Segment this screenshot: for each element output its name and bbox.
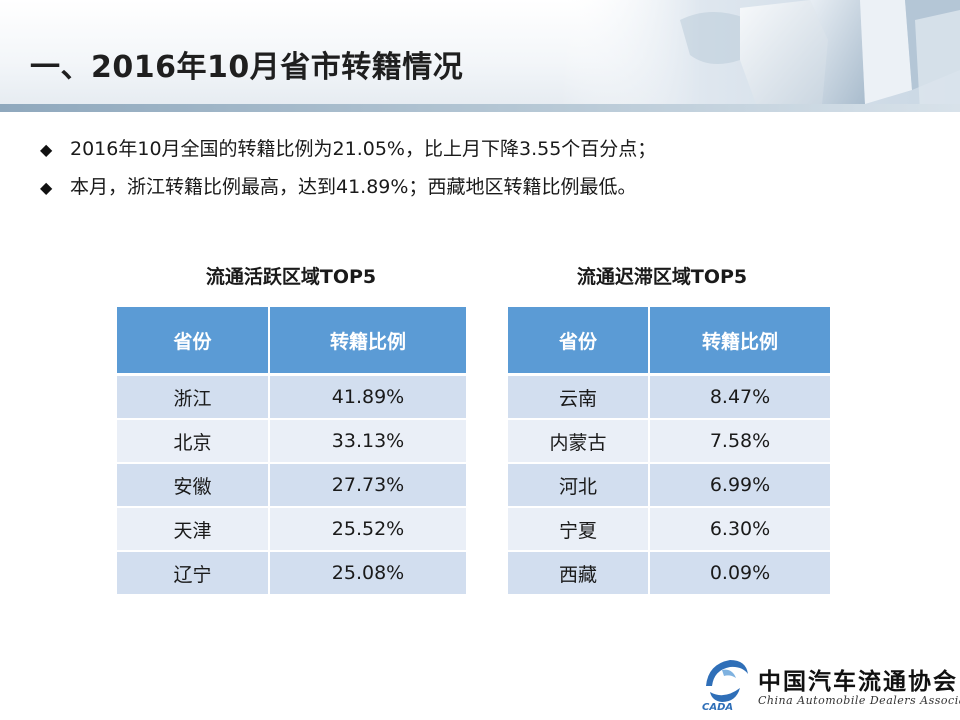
column-header-ratio: 转籍比例 <box>649 307 830 376</box>
table-row: 辽宁 25.08% <box>117 551 466 596</box>
ratio-cell: 41.89% <box>269 374 466 420</box>
ratio-cell: 25.08% <box>269 551 466 596</box>
table-row: 西藏 0.09% <box>508 551 830 596</box>
province-cell: 西藏 <box>508 551 650 596</box>
table-row: 河北 6.99% <box>508 463 830 508</box>
ratio-cell: 6.30% <box>649 507 830 552</box>
province-cell: 北京 <box>117 419 270 464</box>
stagnant-regions-table: 省份 转籍比例 云南 8.47% 内蒙古 7.58% 河北 6.99% 宁夏 6.30%… <box>508 307 830 596</box>
table-row: 天津 25.52% <box>117 507 466 552</box>
column-header-ratio: 转籍比例 <box>269 307 466 376</box>
ratio-cell: 27.73% <box>269 463 466 508</box>
slide-header: 一、2016年10月省市转籍情况 <box>0 0 960 112</box>
province-cell: 内蒙古 <box>508 419 650 464</box>
province-cell: 河北 <box>508 463 650 508</box>
bullet-text: 2016年10月全国的转籍比例为21.05%，比上月下降3.55个百分点； <box>70 138 657 160</box>
cada-emblem-icon: CADA <box>702 660 748 712</box>
province-cell: 安徽 <box>117 463 270 508</box>
table-row: 安徽 27.73% <box>117 463 466 508</box>
logo-abbr: CADA <box>702 702 733 712</box>
summary-bullets: ◆ 2016年10月全国的转籍比例为21.05%，比上月下降3.55个百分点； ◆… <box>40 130 656 206</box>
header-divider <box>0 104 960 112</box>
table-row: 内蒙古 7.58% <box>508 419 830 464</box>
bullet-text: 本月，浙江转籍比例最高，达到41.89%；西藏地区转籍比例最低。 <box>70 176 637 198</box>
province-cell: 辽宁 <box>117 551 270 596</box>
logo-name-en: China Automobile Dealers Association <box>758 694 960 707</box>
diamond-bullet-icon: ◆ <box>40 178 53 197</box>
ratio-cell: 0.09% <box>649 551 830 596</box>
column-header-province: 省份 <box>508 307 650 376</box>
ratio-cell: 7.58% <box>649 419 830 464</box>
province-cell: 宁夏 <box>508 507 650 552</box>
table-header-row: 省份 转籍比例 <box>508 307 830 376</box>
cada-logo: CADA 中国汽车流通协会 China Automobile Dealers A… <box>696 652 960 714</box>
ratio-cell: 6.99% <box>649 463 830 508</box>
diamond-bullet-icon: ◆ <box>40 140 53 159</box>
province-cell: 天津 <box>117 507 270 552</box>
stagnant-table-title: 流通迟滞区域TOP5 <box>576 266 748 288</box>
province-cell: 云南 <box>508 374 650 420</box>
bullet-item: ◆ 2016年10月全国的转籍比例为21.05%，比上月下降3.55个百分点； <box>40 130 656 168</box>
active-table-title: 流通活跃区域TOP5 <box>205 266 377 288</box>
ratio-cell: 8.47% <box>649 374 830 420</box>
table-row: 宁夏 6.30% <box>508 507 830 552</box>
table-row: 浙江 41.89% <box>117 374 466 420</box>
column-header-province: 省份 <box>117 307 270 376</box>
ratio-cell: 25.52% <box>269 507 466 552</box>
table-row: 北京 33.13% <box>117 419 466 464</box>
ratio-cell: 33.13% <box>269 419 466 464</box>
active-regions-table: 省份 转籍比例 浙江 41.89% 北京 33.13% 安徽 27.73% 天津 25.… <box>117 307 466 596</box>
page-title: 一、2016年10月省市转籍情况 <box>30 50 464 85</box>
table-header-row: 省份 转籍比例 <box>117 307 466 376</box>
province-cell: 浙江 <box>117 374 270 420</box>
header-cubes-decoration <box>560 0 960 112</box>
table-row: 云南 8.47% <box>508 374 830 420</box>
bullet-item: ◆ 本月，浙江转籍比例最高，达到41.89%；西藏地区转籍比例最低。 <box>40 168 656 206</box>
logo-name-cn: 中国汽车流通协会 <box>758 668 958 695</box>
